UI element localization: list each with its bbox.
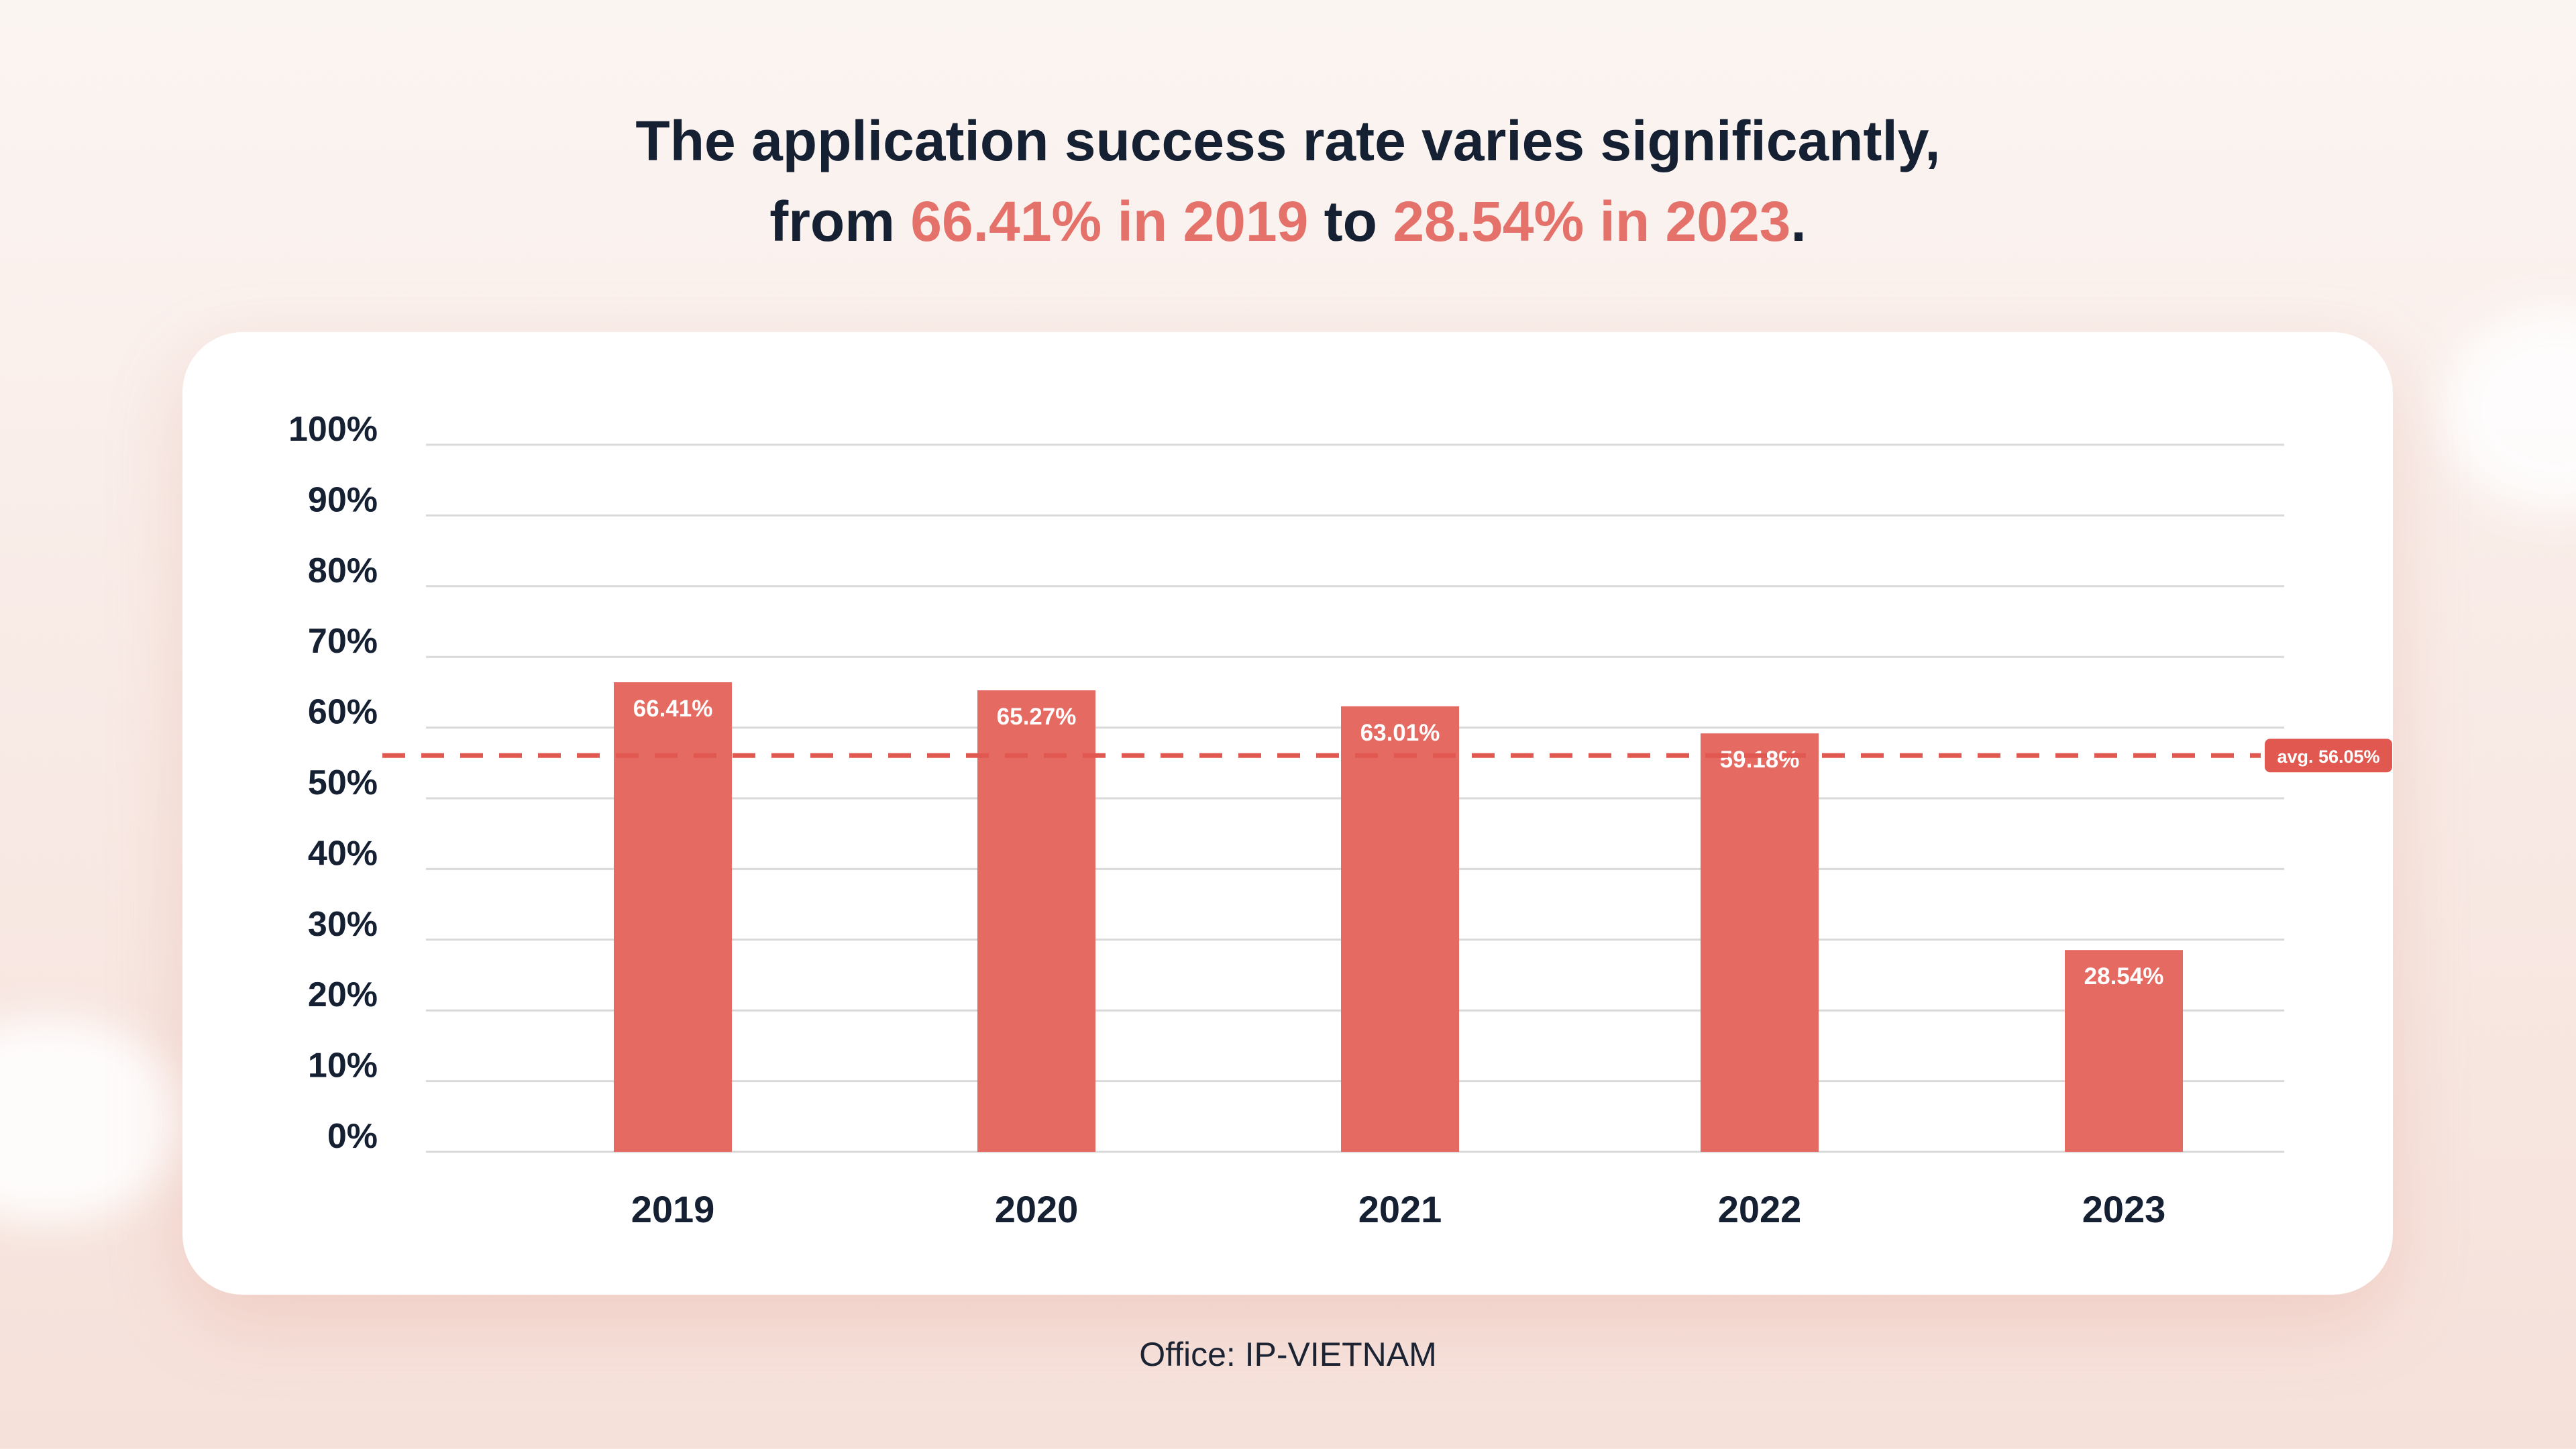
title-prefix: from [769,190,911,253]
y-tick-label: 80% [308,551,378,590]
y-tick-label: 0% [327,1117,378,1156]
bar [1701,733,1819,1152]
data-label: 65.27% [997,704,1077,730]
source-note: Office: IP-VIETNAM [1139,1336,1437,1373]
title-highlight-end: 28.54% in 2023 [1393,190,1791,253]
bar [977,690,1095,1152]
data-label: 28.54% [2084,963,2164,989]
average-badge [2265,739,2392,773]
x-tick-label: 2021 [1358,1188,1442,1230]
y-tick-label: 70% [308,622,378,661]
title-line-2: from 66.41% in 2019 to 28.54% in 2023. [0,181,2576,262]
y-tick-label: 100% [288,410,378,449]
y-tick-label: 40% [308,834,378,873]
data-label: 66.41% [633,696,713,722]
bar [614,682,732,1152]
average-label: avg. 56.05% [2277,747,2379,767]
x-tick-label: 2023 [2082,1188,2166,1230]
bar [2065,950,2183,1152]
title-highlight-start: 66.41% in 2019 [910,190,1309,253]
title-suffix: . [1790,190,1807,253]
y-tick-label: 50% [308,763,378,802]
page-title: The application success rate varies sign… [0,101,2576,262]
y-tick-label: 10% [308,1046,378,1085]
y-tick-label: 30% [308,905,378,944]
data-label: 59.18% [1720,747,1800,773]
chart-card [182,332,2393,1295]
x-tick-label: 2022 [1718,1188,1802,1230]
bar [1341,706,1459,1152]
title-line-1: The application success rate varies sign… [635,109,1941,172]
y-tick-label: 90% [308,480,378,519]
data-label: 63.01% [1360,720,1440,746]
x-tick-label: 2020 [995,1188,1079,1230]
y-tick-label: 20% [308,975,378,1014]
title-connector: to [1308,190,1393,253]
y-tick-label: 60% [308,693,378,732]
x-tick-label: 2019 [631,1188,715,1230]
